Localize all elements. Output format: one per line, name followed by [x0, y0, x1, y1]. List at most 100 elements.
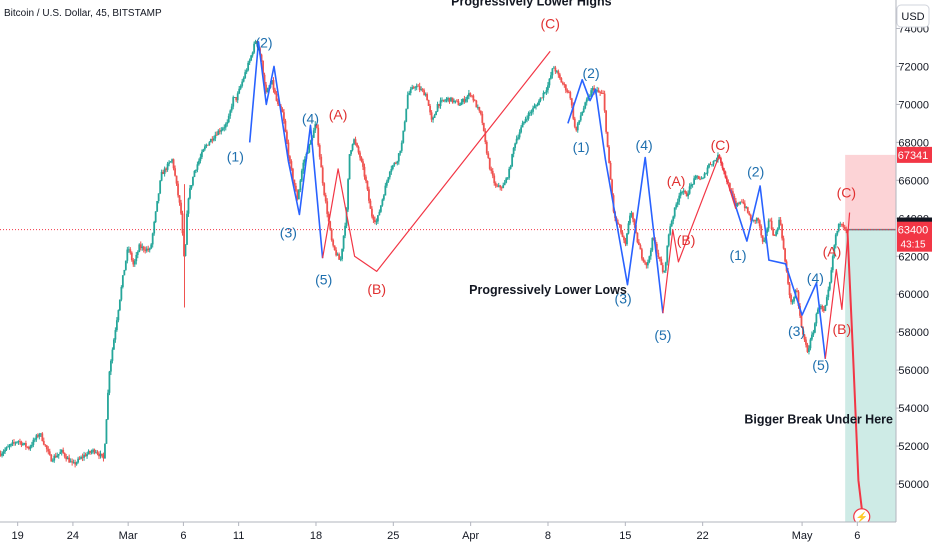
currency-button[interactable]: USD [896, 4, 930, 28]
candle [184, 244, 187, 257]
candle-body [309, 140, 312, 145]
candle-body [766, 228, 769, 233]
candle-body [621, 232, 624, 237]
candle-body [123, 269, 126, 276]
time-tick-label: 6 [180, 530, 186, 542]
candle-body [198, 160, 200, 165]
candle [739, 201, 742, 205]
candle [286, 129, 288, 145]
candle [53, 454, 56, 463]
candle [748, 211, 751, 216]
candle [384, 182, 387, 196]
candle [344, 222, 346, 239]
candle [649, 247, 652, 260]
candle-body [672, 216, 675, 221]
candle-body [47, 449, 50, 452]
candle-body [512, 147, 515, 155]
candle [663, 270, 666, 273]
candle-body [822, 309, 825, 311]
candle-body [757, 218, 760, 221]
candle-body [35, 435, 38, 440]
candle-body [193, 170, 196, 177]
candle [448, 97, 451, 104]
candle [423, 88, 426, 96]
candle [784, 247, 786, 263]
candle [187, 197, 190, 217]
candle-body [345, 209, 348, 226]
candle-body [739, 201, 742, 204]
candle [212, 135, 215, 142]
candle-body [121, 275, 124, 288]
candle [705, 172, 707, 175]
current-price-tag-label: 63400 [898, 225, 929, 237]
candle-body [178, 195, 181, 203]
candle-body [136, 252, 139, 255]
candle [527, 111, 530, 121]
candle-body [147, 248, 150, 251]
price-tick-label: 68000 [898, 137, 929, 149]
candle [342, 235, 345, 252]
candle [706, 165, 709, 176]
candle-body [59, 452, 62, 454]
candle-body [630, 213, 633, 216]
candle-body [791, 301, 794, 303]
candle [606, 131, 609, 148]
candle-body [323, 183, 326, 196]
candle-body [696, 175, 698, 177]
candle [638, 239, 640, 246]
candle [415, 83, 418, 91]
candle [192, 176, 194, 187]
candle [819, 304, 822, 310]
candle [563, 82, 566, 88]
candle [314, 121, 317, 133]
candle-body [566, 90, 569, 92]
candle [672, 215, 675, 225]
candle [499, 184, 502, 191]
candle [32, 437, 35, 448]
candle-body [435, 111, 437, 116]
candle [506, 176, 509, 180]
candle-body [743, 203, 746, 209]
candle-body [291, 168, 294, 180]
candle [709, 161, 712, 166]
candle [518, 129, 521, 140]
candle-body [578, 120, 581, 124]
candle-body [745, 207, 748, 209]
candle-body [417, 85, 420, 87]
candle-body [491, 170, 494, 176]
candle [454, 100, 457, 104]
candle [552, 65, 555, 69]
candle [357, 145, 360, 155]
candle-body [563, 84, 566, 85]
price-tick-label: 70000 [898, 99, 929, 111]
candle [745, 206, 748, 209]
candle-body [819, 305, 822, 307]
candle-body [660, 258, 663, 266]
candle [447, 96, 449, 103]
candle-body [393, 163, 396, 166]
candle-body [289, 156, 291, 162]
candle-body [734, 200, 737, 207]
candle [136, 250, 139, 259]
candle [299, 179, 302, 193]
candle [693, 175, 695, 185]
candle [487, 151, 490, 159]
candle [554, 65, 557, 74]
candle-body [705, 173, 707, 175]
candle-body [611, 179, 613, 196]
candle [621, 230, 624, 238]
candle [253, 41, 256, 54]
candle [379, 205, 382, 213]
candle [825, 294, 828, 307]
candle [195, 169, 197, 174]
candle-body [175, 175, 178, 184]
candle-body [365, 176, 367, 181]
candle [466, 94, 469, 103]
candle [290, 159, 293, 171]
candle-body [326, 201, 329, 214]
candle [5, 446, 8, 451]
candle [124, 260, 127, 271]
candle-body [362, 161, 364, 167]
